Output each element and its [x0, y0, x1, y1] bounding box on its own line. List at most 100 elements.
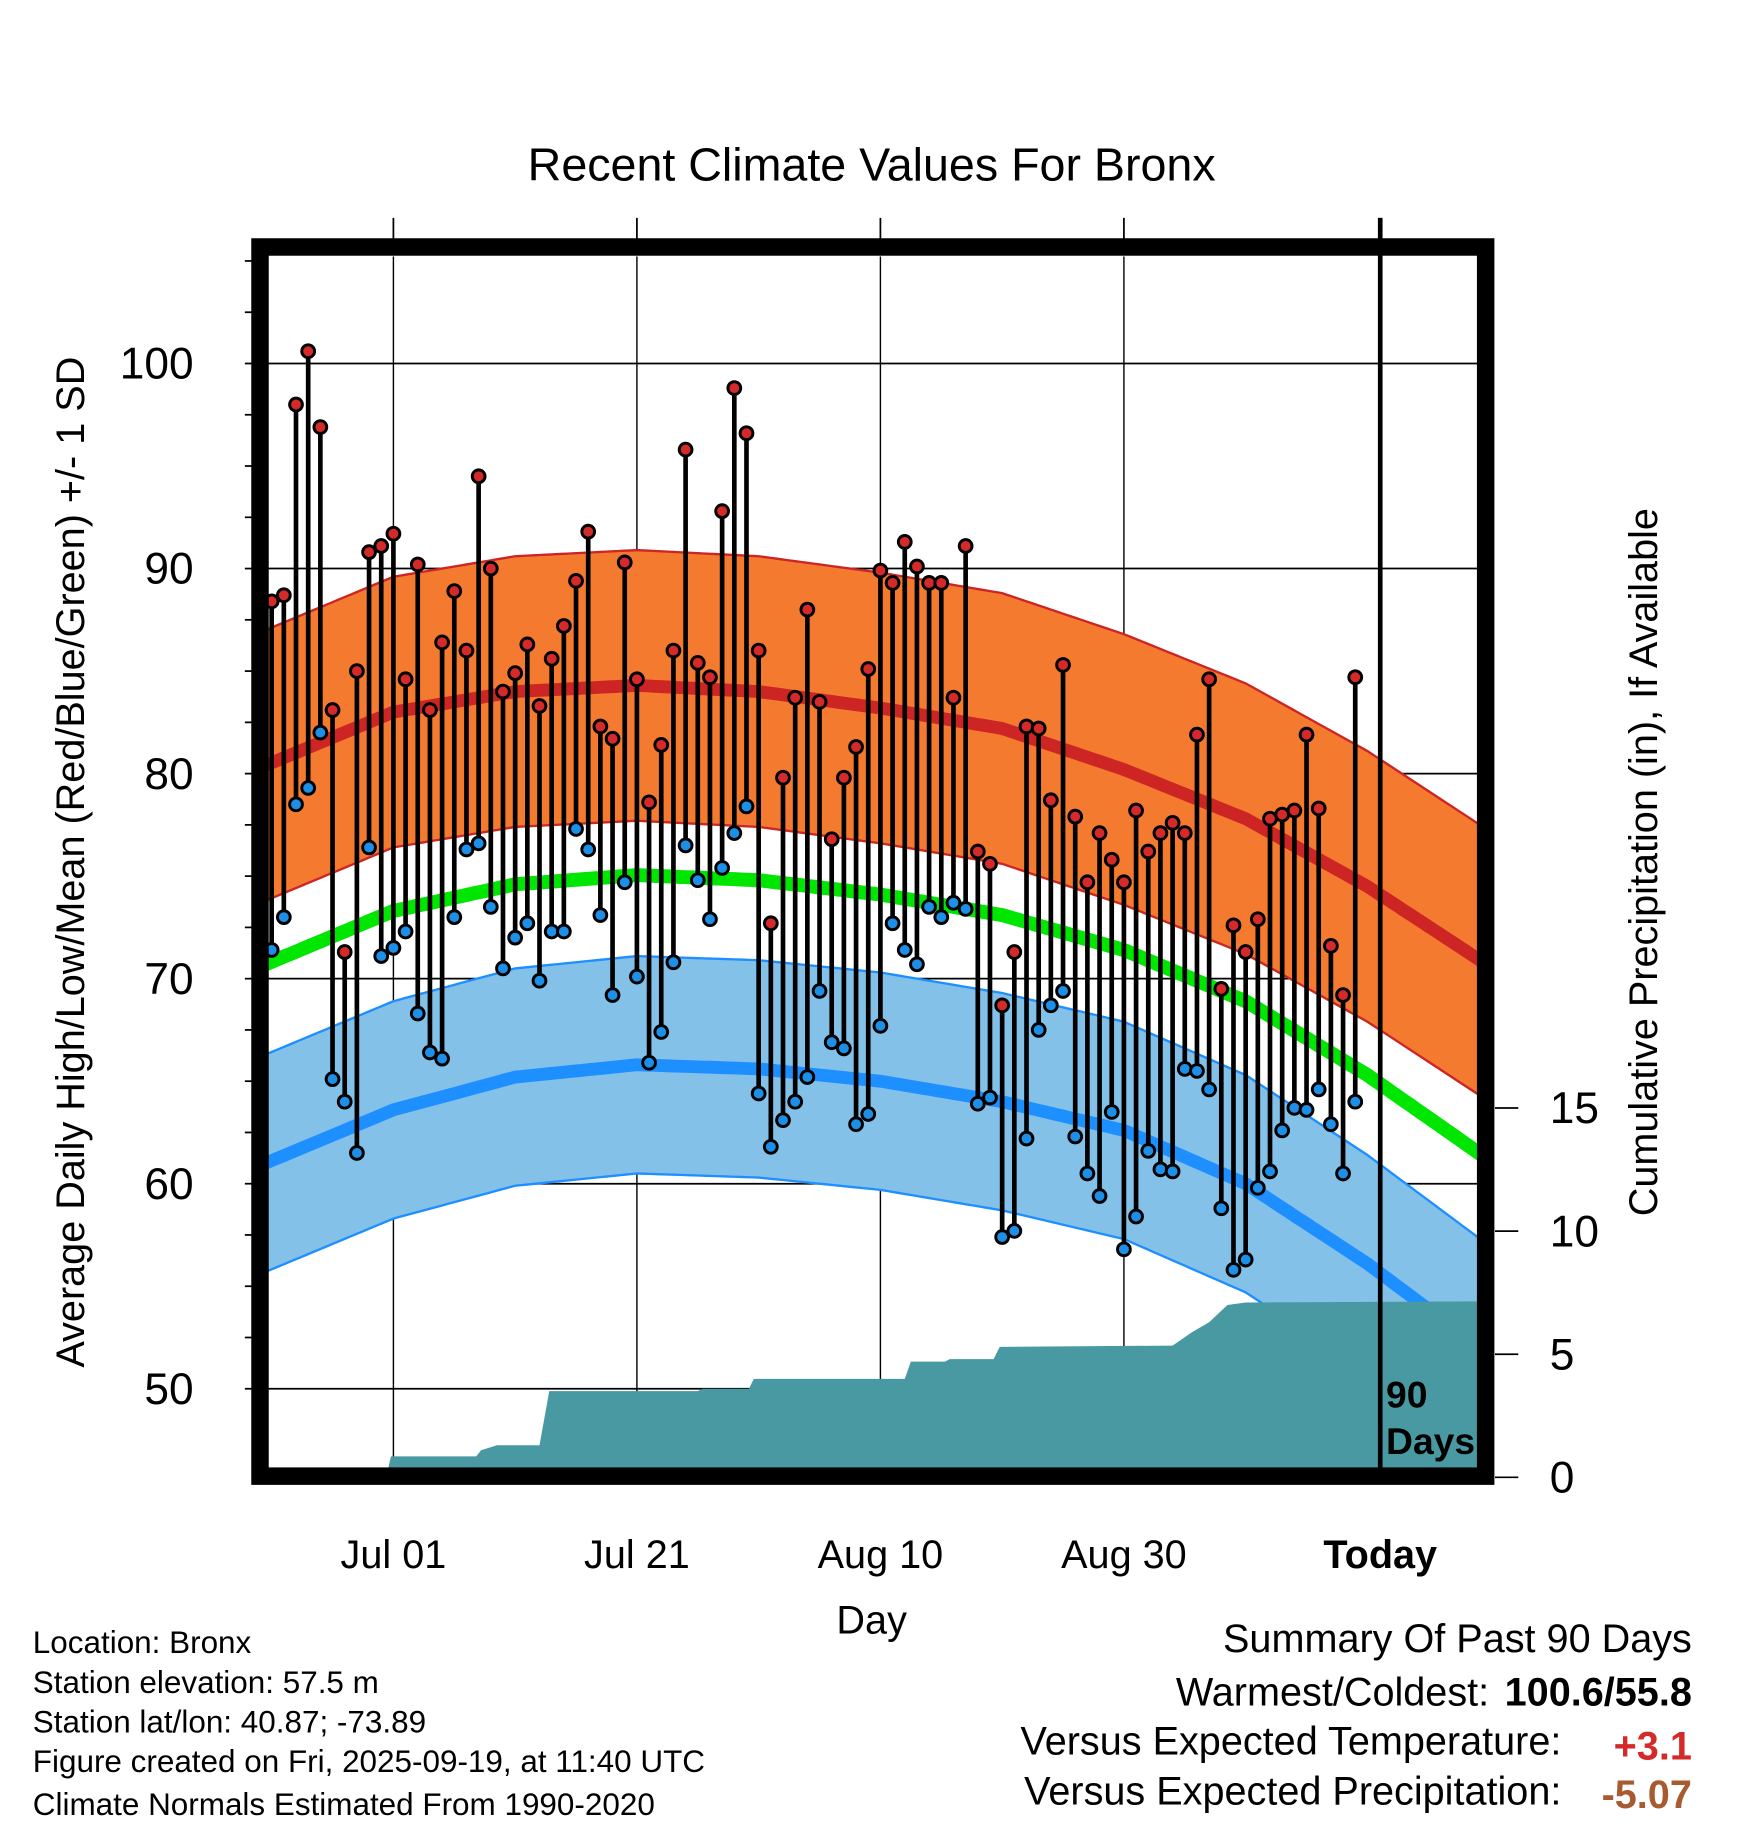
- daily-low-point: [268, 942, 280, 958]
- normal-low-line: [268, 1058, 1478, 1354]
- daily-high-point: [495, 683, 511, 700]
- daily-low-point: [397, 923, 414, 940]
- daily-high-point: [555, 618, 572, 634]
- y-tick-label: 90: [144, 545, 193, 594]
- daily-high-point: [580, 523, 597, 540]
- daily-high-point: [1335, 987, 1351, 1003]
- daily-high-point: [1213, 981, 1230, 997]
- daily-high-point: [1103, 851, 1120, 868]
- daily-low-point: [1128, 1208, 1144, 1225]
- station-info: Location: Bronx Station elevation: 57.5 …: [33, 1625, 705, 1822]
- daily-high-point: [1323, 937, 1339, 954]
- daily-low-point: [702, 911, 718, 928]
- daily-high-point: [373, 538, 390, 554]
- daily-high-point: [397, 671, 414, 688]
- daily-high-point: [799, 601, 816, 618]
- daily-low-point: [836, 1040, 852, 1057]
- daily-low-point: [361, 839, 377, 856]
- daily-high-point: [422, 702, 438, 718]
- daily-low-point: [1262, 1163, 1278, 1180]
- daily-low-point: [1067, 1128, 1084, 1145]
- today-marker-label: 90: [1386, 1373, 1427, 1415]
- daily-high-point: [1189, 726, 1205, 743]
- y-tick-label: 100: [120, 340, 194, 389]
- daily-low-point: [1237, 1251, 1254, 1268]
- daily-low-point: [1249, 1179, 1266, 1196]
- daily-low-point: [1225, 1261, 1242, 1278]
- daily-high-point: [1079, 874, 1096, 891]
- daily-low-point: [787, 1093, 804, 1110]
- daily-high-point: [872, 562, 889, 579]
- plot-content: [268, 256, 1478, 1468]
- daily-high-point: [1042, 792, 1059, 809]
- daily-low-point: [1347, 1093, 1364, 1110]
- daily-low-point: [1140, 1143, 1157, 1159]
- daily-high-point: [604, 730, 621, 747]
- daily-high-point: [312, 419, 329, 435]
- y2-tick-label: 5: [1550, 1330, 1575, 1379]
- daily-low-point: [775, 1112, 791, 1129]
- daily-high-point: [909, 558, 925, 575]
- daily-high-point: [349, 663, 365, 679]
- daily-low-point: [1152, 1161, 1169, 1178]
- daily-low-point: [422, 1044, 438, 1061]
- daily-high-point: [1201, 671, 1217, 688]
- daily-low-point: [1042, 997, 1059, 1014]
- daily-low-point: [1116, 1241, 1132, 1258]
- daily-low-point: [1055, 983, 1071, 999]
- daily-high-point: [1140, 843, 1157, 860]
- daily-low-point: [1323, 1116, 1339, 1133]
- daily-high-point: [1249, 911, 1266, 928]
- daily-low-point: [1176, 1061, 1193, 1077]
- daily-low-point: [1006, 1223, 1023, 1239]
- daily-low-point: [726, 825, 743, 841]
- daily-high-point: [268, 593, 280, 610]
- daily-low-point: [324, 1071, 341, 1088]
- daily-low-point: [848, 1116, 864, 1133]
- daily-low-point: [1274, 1122, 1291, 1139]
- chart-title: Recent Climate Values For Bronx: [528, 139, 1216, 191]
- x-tick-label: Jul 21: [584, 1533, 690, 1577]
- daily-low-point: [1201, 1081, 1217, 1098]
- daily-high-point: [470, 468, 487, 485]
- daily-low-point: [288, 796, 304, 813]
- daily-high-point: [1067, 808, 1084, 825]
- daily-low-point: [1298, 1102, 1315, 1118]
- daily-low-point: [1091, 1188, 1108, 1204]
- daily-high-point: [507, 665, 524, 681]
- daily-low-point: [1103, 1104, 1120, 1120]
- daily-high-point: [750, 642, 767, 659]
- daily-low-point: [1310, 1081, 1327, 1098]
- daily-high-point: [324, 702, 341, 718]
- daily-low-point: [957, 901, 974, 917]
- daily-high-point: [1018, 718, 1035, 735]
- daily-low-point: [860, 1106, 877, 1122]
- daily-high-point: [1091, 825, 1108, 841]
- x-axis-label: Day: [836, 1598, 907, 1642]
- daily-low-point: [653, 1024, 670, 1040]
- daily-low-point: [409, 1005, 426, 1022]
- daily-low-point: [799, 1069, 816, 1085]
- daily-high-point: [409, 556, 426, 573]
- daily-high-point: [726, 380, 743, 396]
- elevation-text: Station elevation: 57.5 m: [33, 1665, 379, 1700]
- daily-low-point: [1079, 1165, 1096, 1182]
- daily-low-point: [665, 954, 682, 971]
- normals-text: Climate Normals Estimated From 1990-2020: [33, 1787, 655, 1822]
- daily-high-point: [702, 669, 718, 686]
- daily-low-point: [349, 1145, 365, 1161]
- daily-low-point: [531, 972, 548, 989]
- y-tick-label: 80: [144, 750, 193, 799]
- daily-low-point: [519, 915, 536, 932]
- daily-low-point: [714, 860, 730, 876]
- daily-high-point: [446, 583, 463, 599]
- summary-panel: Summary Of Past 90 Days Warmest/Coldest:…: [1020, 1617, 1691, 1817]
- precip-value: -5.07: [1602, 1773, 1692, 1817]
- temp-value: +3.1: [1614, 1724, 1692, 1768]
- x-tick-label: Today: [1323, 1533, 1437, 1577]
- daily-high-point: [836, 769, 852, 786]
- daily-high-point: [811, 693, 828, 710]
- daily-high-point: [653, 737, 670, 753]
- x-tick-label: Jul 01: [341, 1533, 447, 1577]
- daily-high-point: [1347, 669, 1364, 686]
